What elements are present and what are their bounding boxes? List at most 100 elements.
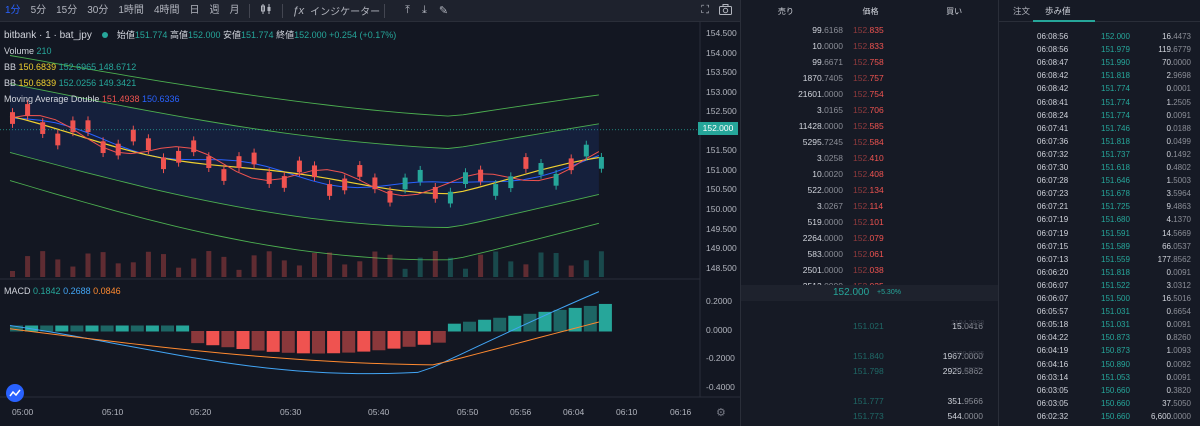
indicator-fx-icon[interactable]: ƒx: [292, 4, 305, 17]
trade-size-dec: 0312: [1173, 280, 1191, 290]
timeframe-4[interactable]: 1時間: [118, 4, 144, 16]
bid-price-value: 151.840: [853, 351, 884, 361]
bb2-legend[interactable]: BB 150.6839 152.0256 149.3421: [4, 78, 136, 88]
timeframe-0[interactable]: 1分: [5, 4, 21, 16]
download-icon[interactable]: ⤓: [422, 4, 427, 16]
chart-panel[interactable]: bitbank · 1 · bat_jpy 始値151.774 高値152.00…: [0, 22, 740, 426]
candle-body: [161, 157, 166, 170]
timeframe-1[interactable]: 5分: [30, 4, 47, 16]
timeframe-8[interactable]: 月: [229, 4, 240, 16]
candle-body: [583, 144, 589, 157]
ask-size-int: 2264.: [802, 233, 825, 243]
candle-body: [10, 112, 15, 124]
open-value: 151.774: [134, 30, 168, 40]
trade-price: 151.522: [1101, 280, 1130, 290]
ask-row[interactable]: 10.0000 152.833: [741, 41, 999, 55]
price-chart[interactable]: [0, 22, 740, 426]
timeframe-6[interactable]: 日: [189, 4, 200, 16]
ask-row[interactable]: 583.0000 152.061: [741, 249, 999, 263]
order-book: 売り 価格 買い 99.6168 152.835 10.0000 152.833 99.…: [740, 0, 999, 426]
ask-size: 1870.7405: [803, 73, 843, 83]
ask-row[interactable]: 99.6168 152.835: [741, 25, 999, 39]
candle-body: [25, 104, 31, 116]
macd-histogram-bar: [387, 331, 401, 349]
bid-row[interactable]: 151.798 2929.5862: [741, 366, 999, 380]
bid-size: 351.9566: [948, 396, 983, 406]
ask-size: 10.0020: [812, 169, 843, 179]
ask-row[interactable]: 5295.7245 152.584: [741, 137, 999, 151]
bollinger-line: [9, 83, 599, 149]
indicator-button[interactable]: インジケーター: [310, 7, 381, 18]
ask-row[interactable]: 11428.0000 152.585: [741, 121, 999, 135]
timeframe-5[interactable]: 4時間: [153, 4, 180, 16]
time-tick: 06:04: [563, 407, 585, 417]
trade-size: 1.2505: [1167, 98, 1191, 107]
trade-size-int: 0.: [1166, 110, 1174, 120]
tradingview-logo-icon[interactable]: [6, 384, 24, 402]
tab-history[interactable]: 歩み値: [1045, 6, 1071, 16]
bid-row[interactable]: 151.773 544.0000: [741, 411, 999, 425]
volume-bar: [402, 268, 408, 277]
ask-row[interactable]: 3.0267 152.114: [741, 201, 999, 215]
settings-gear-icon[interactable]: ⚙: [716, 407, 726, 419]
candlestick-type-icon[interactable]: [254, 3, 278, 18]
timeframe-selector: 1分 5分 15分 30分 1時間 4時間日週月: [0, 0, 245, 22]
ask-price-dec: 757: [869, 73, 884, 83]
volume-legend[interactable]: Volume 210: [4, 46, 52, 56]
trade-row: 06:07:23 151.678 3.5964: [999, 189, 1200, 202]
ask-row[interactable]: 2501.0000 152.038: [741, 265, 999, 279]
volume-bar: [538, 252, 544, 277]
trade-size-int: 0.: [1166, 359, 1174, 369]
volume-bar: [523, 264, 529, 277]
candle-body: [493, 184, 499, 196]
trade-price: 152.000: [1101, 32, 1130, 41]
bid-row[interactable]: 151.777 351.9566 131.5577: [741, 367, 999, 410]
ask-row[interactable]: 3.0165 152.706: [741, 105, 999, 119]
bid-row[interactable]: 151.840 1967.0000 2309.0095: [741, 351, 999, 365]
macd-legend[interactable]: MACD 0.1842 0.2688 0.0846: [4, 286, 121, 296]
trade-size: 9.4863: [1167, 202, 1191, 211]
timeframe-2[interactable]: 15分: [56, 4, 78, 16]
time-tick: 06:16: [670, 407, 692, 417]
ma-legend[interactable]: Moving Average Double 151.4938 150.6336: [4, 94, 180, 104]
ask-size: 3.0165: [817, 105, 843, 115]
ask-row[interactable]: 3.0258 152.410: [741, 153, 999, 167]
bid-row[interactable]: 151.021 15.0416 2194.2838: [741, 320, 999, 335]
candle-body: [115, 143, 121, 156]
candle-body: [508, 176, 514, 189]
ma-fast-value: 151.4938: [101, 94, 140, 104]
trade-size-dec: 9698: [1173, 71, 1191, 81]
ask-price: 152.758: [853, 57, 884, 67]
ask-price-int: 152.: [853, 41, 870, 51]
tab-orders[interactable]: 注文: [1013, 6, 1031, 16]
trade-size-int: 0.: [1166, 372, 1174, 382]
timeframe-3[interactable]: 30分: [87, 4, 109, 16]
macd-histogram-bar: [145, 325, 159, 332]
camera-icon[interactable]: [719, 4, 732, 18]
trade-size-dec: 0093: [1173, 346, 1191, 356]
timeframe-7[interactable]: 週: [209, 4, 220, 16]
upload-icon[interactable]: ⤒: [405, 4, 410, 16]
trade-size: 1.5003: [1167, 176, 1191, 185]
trade-row: 06:08:42 151.818 2.9698: [999, 71, 1200, 84]
ask-row[interactable]: 99.6671 152.758: [741, 57, 999, 71]
ask-row[interactable]: 519.0000 152.101: [741, 217, 999, 231]
price-tick: 148.500: [706, 262, 737, 273]
ask-row[interactable]: 1870.7405 152.757: [741, 73, 999, 87]
ask-row[interactable]: 522.0000 152.134: [741, 185, 999, 199]
fullscreen-icon[interactable]: ⛶: [701, 4, 709, 16]
trade-size-dec: 5964: [1173, 189, 1191, 199]
trade-size-dec: 0499: [1173, 136, 1191, 146]
ask-row[interactable]: 10.0020 152.408: [741, 169, 999, 183]
trade-size: 177.8562: [1158, 255, 1191, 264]
ask-price-dec: 134: [869, 185, 884, 195]
trade-size: 0.8260: [1167, 333, 1191, 342]
macd-histogram-bar: [432, 331, 446, 343]
candle-body: [176, 150, 182, 163]
ask-row[interactable]: 2264.0000 152.079: [741, 233, 999, 247]
ask-row[interactable]: 21601.0000 152.754: [741, 89, 999, 103]
bb1-legend[interactable]: BB 150.6839 152.6965 148.6712: [4, 62, 136, 72]
eraser-icon[interactable]: ✎: [438, 5, 449, 17]
ask-size-dec: 6168: [824, 25, 843, 35]
trade-row: 06:08:42 151.774 0.0001: [999, 84, 1200, 97]
